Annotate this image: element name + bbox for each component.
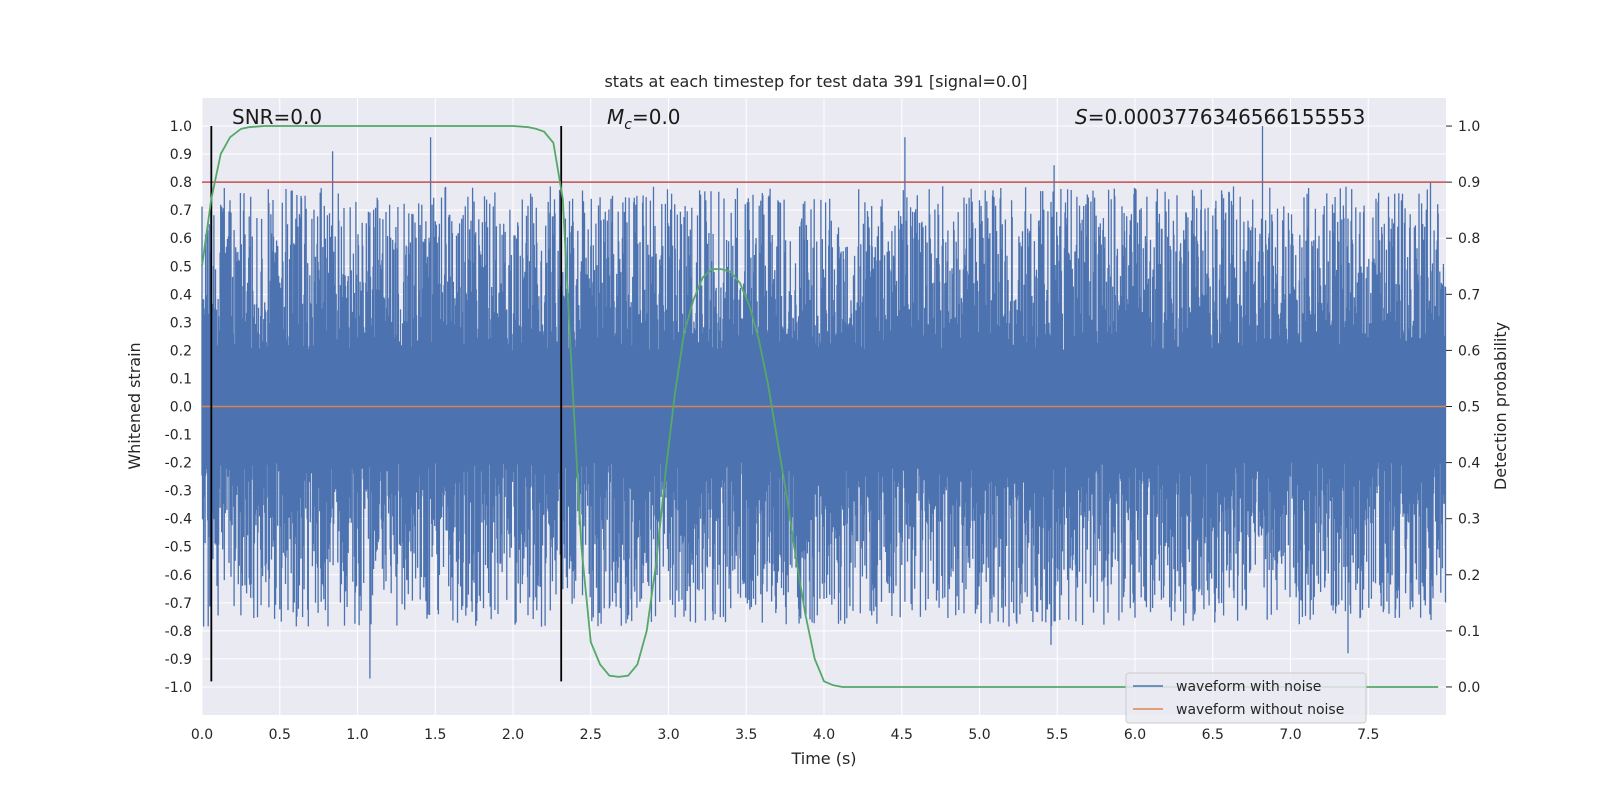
x-axis-ticks: 0.0 0.5 1.0 1.5 2.0 2.5 3.0 3.5 4.0 4.5 5.0 5.5 6.0 6…: [191, 727, 1380, 743]
y-tick-label: 0.0: [170, 400, 192, 416]
x-tick-label: 2.5: [580, 727, 602, 743]
x-tick-label: 2.0: [502, 727, 524, 743]
y-tick-label: 0.1: [170, 371, 192, 387]
y-tick-label: -0.4: [165, 512, 192, 528]
chart-title: stats at each timestep for test data 391…: [604, 72, 1027, 91]
x-tick-label: 6.0: [1124, 727, 1146, 743]
y-tick-label: 0.6: [170, 231, 192, 247]
y-axis-ticks: 1.0 0.9 0.8 0.7 0.6 0.5 0.4 0.3 0.2 0.1 0.0 -0.1 -0.…: [165, 119, 192, 696]
x-tick-label: 7.5: [1357, 727, 1379, 743]
y-tick-label: -0.9: [165, 652, 192, 668]
mc-subscript: c: [624, 117, 632, 133]
y-tick-label: -0.2: [165, 456, 192, 472]
y2-tick-label: 0.8: [1458, 231, 1480, 247]
s-annotation: S=0.0003776346566155553: [1075, 105, 1365, 129]
x-tick-label: 0.0: [191, 727, 213, 743]
y2-axis-label: Detection probability: [1491, 322, 1510, 490]
y-tick-label: -0.8: [165, 624, 192, 640]
mc-value: =0.0: [632, 105, 681, 129]
y2-tick-label: 0.6: [1458, 343, 1480, 359]
x-tick-label: 0.5: [269, 727, 291, 743]
y2-tick-label: 0.5: [1458, 400, 1480, 416]
snr-annotation: SNR=0.0: [232, 105, 322, 129]
x-tick-label: 6.5: [1202, 727, 1224, 743]
y-tick-label: -0.5: [165, 540, 192, 556]
y-tick-label: -0.1: [165, 428, 192, 444]
x-tick-label: 4.5: [891, 727, 913, 743]
y2-tick-label: 0.7: [1458, 287, 1480, 303]
y-tick-label: -0.6: [165, 568, 192, 584]
y-tick-label: -0.7: [165, 596, 192, 612]
detection-probability-line: [201, 125, 1439, 688]
legend-box: [1125, 672, 1367, 724]
y2-tick-label: 0.2: [1458, 568, 1480, 584]
y-tick-label: 0.9: [170, 147, 192, 163]
s-value: =0.0003776346566155553: [1088, 105, 1366, 129]
y-tick-label: 0.8: [170, 175, 192, 191]
y2-tick-label: 0.3: [1458, 512, 1480, 528]
x-tick-label: 1.5: [424, 727, 446, 743]
legend-label-noise: waveform with noise: [1176, 679, 1321, 695]
legend: waveform with noise waveform without noi…: [1125, 672, 1367, 724]
x-tick-label: 3.5: [735, 727, 757, 743]
x-tick-label: 3.0: [657, 727, 679, 743]
y2-axis-ticks: 1.0 0.9 0.8 0.7 0.6 0.5 0.4 0.3 0.2 0.1 0.0: [1446, 119, 1480, 696]
x-tick-label: 5.5: [1046, 727, 1068, 743]
y-tick-label: 0.3: [170, 315, 192, 331]
x-tick-label: 4.0: [813, 727, 835, 743]
y-tick-label: 0.4: [170, 287, 192, 303]
y2-tick-label: 0.0: [1458, 680, 1480, 696]
x-tick-label: 1.0: [346, 727, 368, 743]
y-tick-label: -0.3: [165, 484, 192, 500]
y2-tick-label: 1.0: [1458, 119, 1480, 135]
y-tick-label: 0.5: [170, 259, 192, 275]
data-lines: [201, 125, 1446, 688]
y-tick-label: -1.0: [165, 680, 192, 696]
y-tick-label: 0.2: [170, 343, 192, 359]
x-tick-label: 7.0: [1279, 727, 1301, 743]
mc-symbol: M: [607, 105, 624, 129]
s-symbol: S: [1075, 105, 1088, 129]
y-tick-label: 1.0: [170, 119, 192, 135]
x-tick-label: 5.0: [968, 727, 990, 743]
y-tick-label: 0.7: [170, 203, 192, 219]
y2-tick-label: 0.1: [1458, 624, 1480, 640]
y2-tick-label: 0.4: [1458, 456, 1480, 472]
y-axis-label: Whitened strain: [125, 342, 144, 469]
y2-tick-label: 0.9: [1458, 175, 1480, 191]
x-axis-label: Time (s): [790, 749, 856, 768]
legend-label-clean: waveform without noise: [1176, 702, 1344, 718]
mc-annotation: Mc=0.0: [607, 105, 681, 133]
noise-spikes: [201, 126, 1447, 679]
